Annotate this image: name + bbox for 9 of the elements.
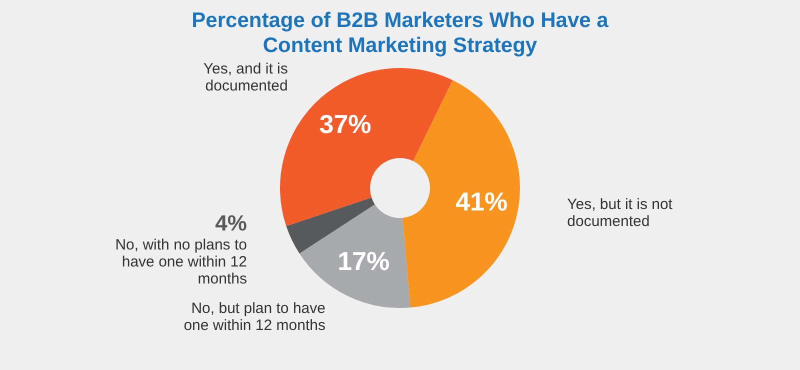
slice-label: Yes, but it is not documented <box>567 196 674 230</box>
data-label: 41% <box>456 186 508 216</box>
slice-label: Yes, and it is documented <box>203 60 288 95</box>
chart-title: Percentage of B2B Marketers Who Have a Content Marketing Strategy <box>190 8 610 59</box>
data-label: 4% <box>215 210 247 236</box>
slice-label: No, with no plans to have one within 12 months <box>115 236 247 288</box>
data-label: 17% <box>338 246 390 276</box>
data-label: 37% <box>319 108 372 139</box>
slice-label: No, but plan to have one within 12 months <box>184 300 326 334</box>
